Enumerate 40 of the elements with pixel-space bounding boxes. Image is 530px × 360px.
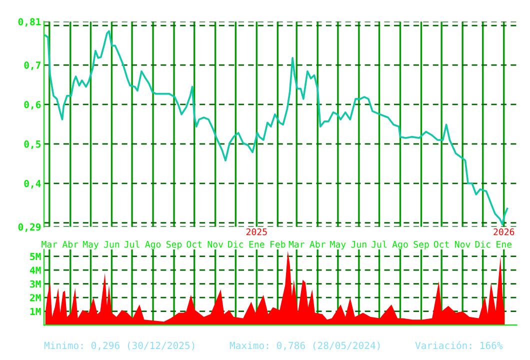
- y-tick-label: 0,5: [24, 140, 41, 149]
- x-tick-label: Jul: [372, 240, 387, 248]
- y-tick-label: 0,4: [24, 180, 41, 188]
- line-series: [44, 30, 508, 226]
- x-tick-label: Ago: [145, 240, 161, 250]
- x-tick-label: Abr: [310, 240, 326, 248]
- x-tick-label: Oct: [434, 240, 449, 248]
- y-tick-label: 0,7: [24, 61, 40, 70]
- x-tick-label: Sep: [414, 240, 429, 250]
- x-tick-label: Oct: [186, 240, 202, 248]
- x-tick-label: Feb: [270, 240, 286, 248]
- y-tick-label: 0,29: [18, 223, 41, 232]
- x-tick-label: May: [330, 241, 346, 250]
- y-tick-label: 5M: [30, 252, 41, 260]
- y-tick-label: 1M: [30, 308, 41, 316]
- x-tick-label: Dic: [228, 240, 244, 248]
- y-tick-label: 2M: [30, 294, 41, 302]
- x-tick-label: Nov: [455, 241, 470, 248]
- x-tick-label: Abr: [62, 240, 78, 248]
- x-tick-label: Jul: [124, 240, 140, 248]
- y-tick-label: 0,81: [18, 18, 41, 27]
- x2-tick-label: 2025: [246, 228, 267, 236]
- x-tick-label: Jun: [104, 241, 120, 248]
- x-tick-label: Nov: [208, 241, 224, 248]
- y-tick-label: 4M: [30, 266, 41, 274]
- text: Variación: 166%: [415, 341, 503, 350]
- text: Minimo: 0,296 (30/12/2025): [44, 342, 194, 350]
- x-tick-label: Sep: [166, 240, 182, 250]
- x-tick-label: Mar: [42, 241, 58, 248]
- x-tick-label: Dic: [475, 240, 490, 248]
- x2-tick-label: 2026: [494, 228, 514, 236]
- x-tick-label: Jun: [351, 241, 366, 248]
- text: Maximo: 0,786 (28/05/2024): [230, 342, 380, 350]
- y-tick-label: 0,6: [24, 100, 41, 110]
- x-tick-label: Mar: [288, 241, 304, 248]
- x-tick-label: May: [82, 241, 99, 250]
- x-tick-label: Ene: [249, 241, 264, 248]
- x-tick-label: Ene: [496, 241, 512, 248]
- y-tick-label: 3M: [30, 280, 41, 288]
- x-tick-label: Ago: [392, 240, 408, 250]
